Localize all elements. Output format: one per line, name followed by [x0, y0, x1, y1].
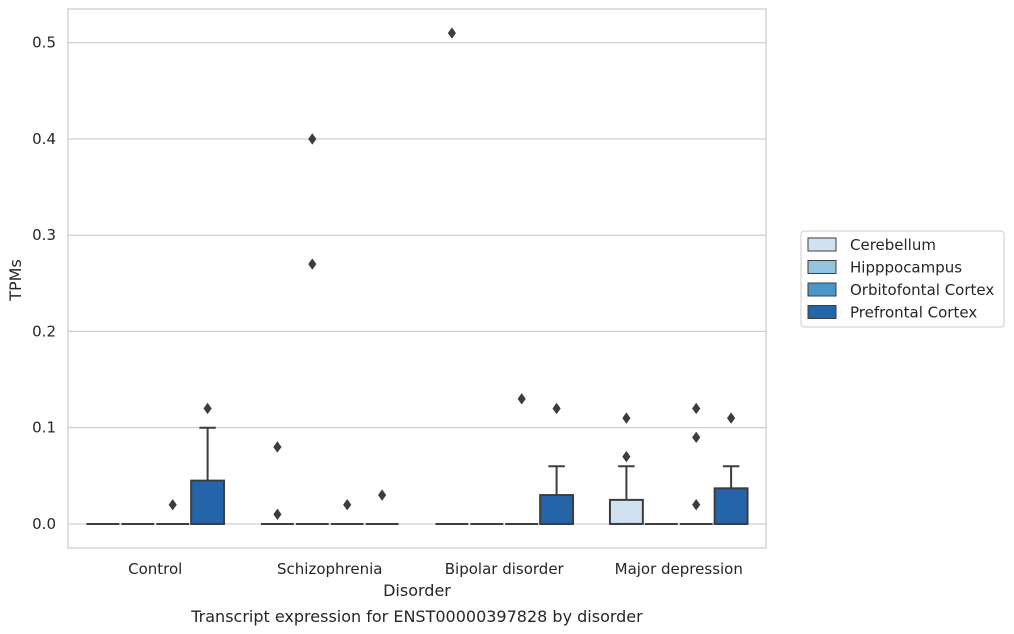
- outlier-point: [203, 402, 212, 415]
- legend-swatch: [807, 282, 837, 297]
- box-prefrontal-cortex: [365, 489, 399, 525]
- outlier-point: [692, 402, 701, 415]
- y-tick-label: 0.4: [32, 130, 56, 148]
- y-tick-label: 0.1: [32, 419, 56, 437]
- legend-label: Hipppocampus: [850, 259, 962, 277]
- box-cerebellum: [260, 441, 294, 525]
- x-tick-label: Bipolar disorder: [445, 560, 565, 578]
- box-orbitofontal-cortex: [156, 499, 190, 525]
- outlier-point: [308, 258, 317, 270]
- box-prefrontal-cortex: [713, 412, 749, 525]
- y-tick-label: 0.3: [32, 226, 56, 244]
- x-tick-label: Major depression: [615, 560, 743, 578]
- box-cerebellum: [608, 412, 644, 525]
- y-tick-labels: 0.0 0.1 0.2 0.3 0.4 0.5: [32, 34, 56, 533]
- legend-swatch: [807, 305, 837, 319]
- y-tick-label: 0.0: [32, 515, 56, 533]
- outlier-point: [308, 133, 317, 145]
- x-tick-label: Control: [128, 560, 182, 578]
- box: [539, 494, 575, 525]
- outlier-point: [447, 27, 456, 39]
- legend-label: Orbitofontal Cortex: [850, 281, 994, 299]
- outlier-point: [378, 489, 387, 501]
- outlier-point: [552, 402, 561, 415]
- outlier-point: [692, 431, 701, 443]
- box-prefrontal-cortex: [539, 402, 575, 525]
- outlier-point: [692, 499, 701, 511]
- outlier-point: [622, 450, 631, 463]
- grid: [68, 42, 766, 525]
- box-prefrontal-cortex: [190, 402, 226, 525]
- box-orbitofontal-cortex: [330, 499, 364, 525]
- legend: Cerebellum Hipppocampus Orbitofontal Corte…: [800, 230, 1005, 328]
- box-cerebellum: [435, 27, 469, 525]
- x-axis-label: Disorder: [383, 581, 451, 600]
- outlier-point: [273, 508, 282, 520]
- outlier-point: [273, 441, 282, 453]
- y-axis-label: TPMs: [6, 259, 25, 302]
- chart-caption: Transcript expression for ENST0000039782…: [190, 607, 643, 626]
- outlier-point: [343, 499, 352, 511]
- box-orbitofontal-cortex: [505, 393, 539, 525]
- legend-label: Prefrontal Cortex: [850, 304, 977, 322]
- box: [608, 498, 644, 525]
- legend-swatch: [807, 260, 837, 274]
- legend-swatch: [807, 237, 837, 252]
- legend-label: Cerebellum: [850, 236, 936, 254]
- box: [713, 487, 749, 525]
- box: [190, 479, 226, 525]
- legend-frame: [800, 230, 1005, 328]
- box-plots: [86, 27, 749, 525]
- x-tick-labels: Control Schizophrenia Bipolar disorder Majo…: [128, 560, 743, 578]
- y-tick-label: 0.5: [32, 34, 56, 52]
- x-tick-label: Schizophrenia: [277, 560, 382, 578]
- outlier-point: [168, 499, 177, 511]
- plot-frame: [67, 8, 767, 549]
- outlier-point: [517, 393, 526, 405]
- outlier-point: [727, 412, 736, 424]
- box-orbitofontal-cortex: [679, 402, 713, 525]
- y-tick-label: 0.2: [32, 322, 56, 340]
- outlier-point: [622, 412, 631, 424]
- box-hipppocampus: [295, 133, 329, 525]
